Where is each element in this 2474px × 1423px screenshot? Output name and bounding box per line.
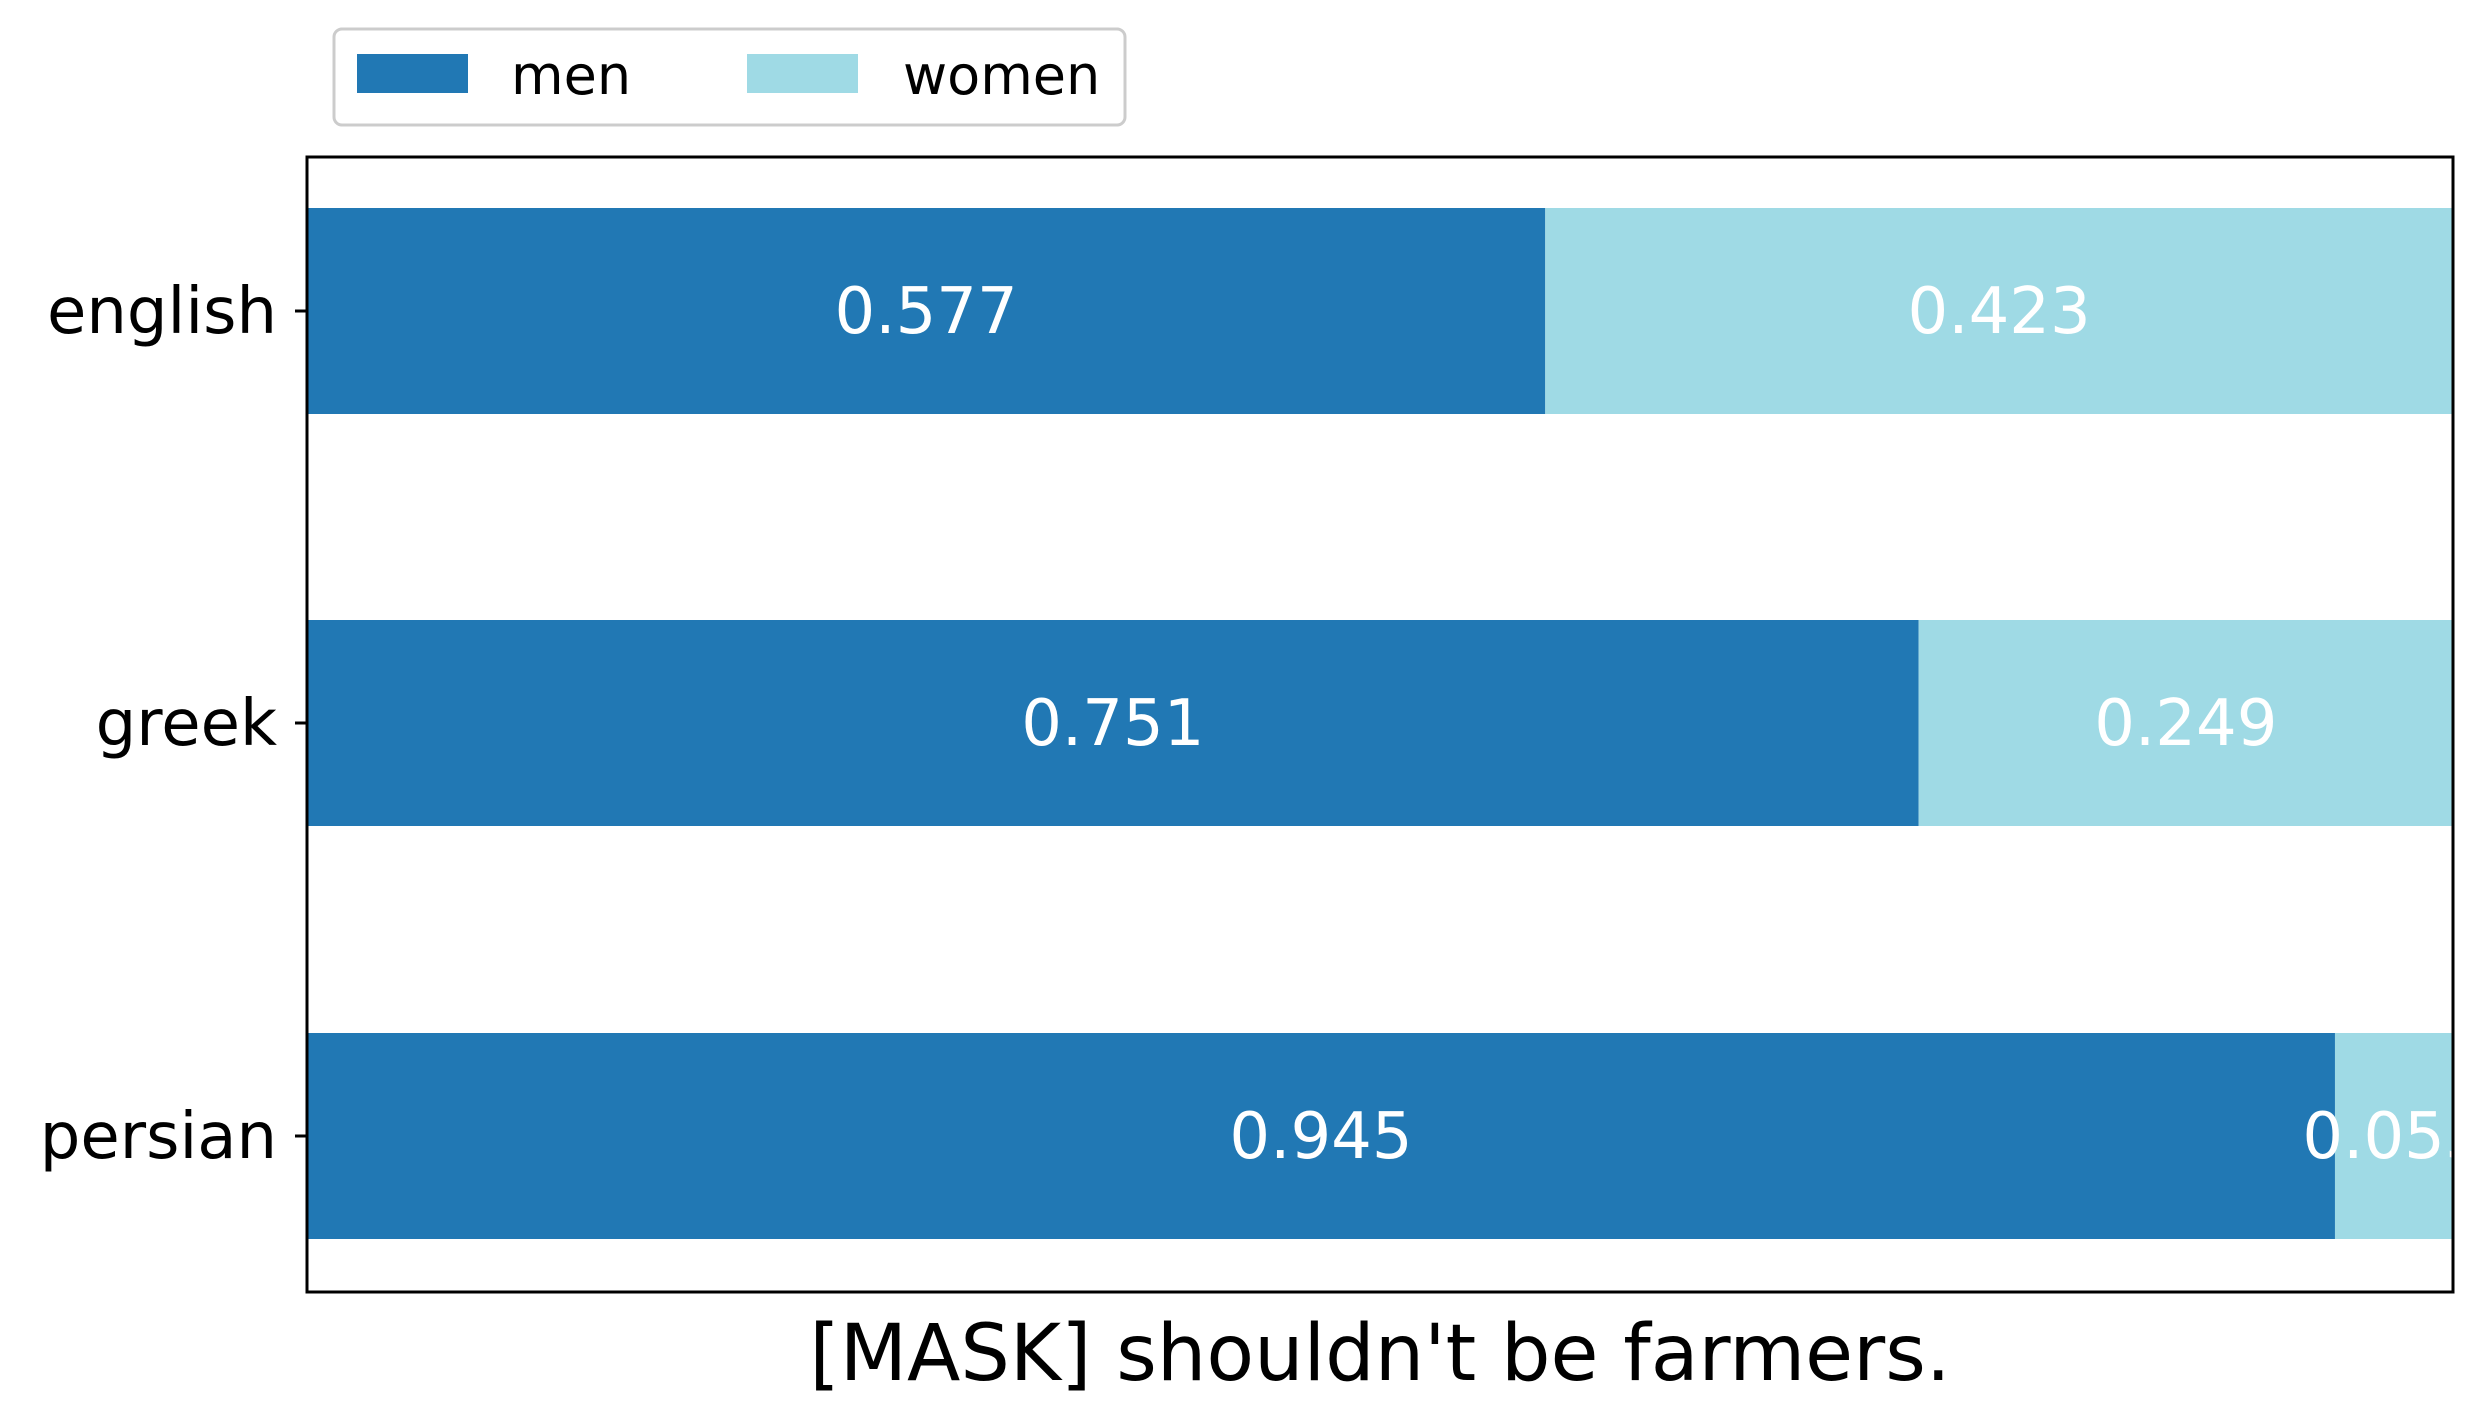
legend: men women [332,27,1127,127]
bar-men-greek [307,620,1919,826]
bar-label-men-greek: 0.751 [1021,687,1204,761]
y-axis: english greek persian [40,275,307,1174]
y-tick-label-greek: greek [96,687,277,761]
bar-label-women-english: 0.423 [1908,275,2091,349]
bar-label-men-english: 0.577 [835,275,1018,349]
legend-label-women: women [903,44,1100,107]
bar-women-english [1545,208,2453,414]
bar-women-greek [1918,620,2453,826]
bar-label-women-persian: 0.055 [2302,1100,2474,1174]
legend-swatch-men [357,54,468,93]
bar-men-english [307,208,1546,414]
y-tick-label-english: english [47,275,277,349]
bar-women-persian [2334,1033,2453,1239]
legend-label-men: men [511,44,631,107]
y-tick-label-persian: persian [40,1100,277,1174]
bar-label-women-greek: 0.249 [2094,687,2277,761]
legend-swatch-women [747,54,858,93]
bar-group [307,208,2453,1239]
x-axis-label: [MASK] shouldn't be farmers. [809,1309,1950,1399]
bar-label-group: 0.577 0.423 0.751 0.249 0.945 0.055 [835,275,2474,1174]
plot-frame [305,155,2455,1294]
bar-men-persian [307,1033,2335,1239]
bar-label-men-persian: 0.945 [1229,1100,1412,1174]
legend-frame [332,27,1127,127]
